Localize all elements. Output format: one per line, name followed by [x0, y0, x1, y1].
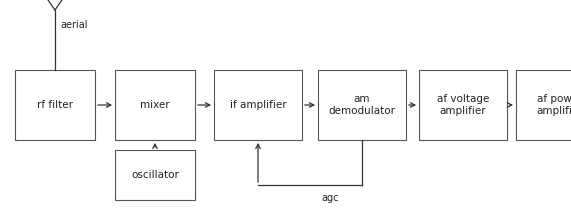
Text: if amplifier: if amplifier: [230, 100, 286, 110]
Bar: [318, 70, 406, 140]
Bar: [15, 70, 95, 140]
Bar: [115, 150, 195, 200]
Text: rf filter: rf filter: [37, 100, 73, 110]
Text: af voltage
amplifier: af voltage amplifier: [437, 94, 489, 116]
Bar: [419, 70, 507, 140]
Bar: [516, 70, 571, 140]
Bar: [214, 70, 302, 140]
Bar: [115, 70, 195, 140]
Text: af power
amplifier: af power amplifier: [537, 94, 571, 116]
Text: am
demodulator: am demodulator: [328, 94, 396, 116]
Text: mixer: mixer: [140, 100, 170, 110]
Text: oscillator: oscillator: [131, 170, 179, 180]
Text: agc: agc: [321, 193, 339, 203]
Text: aerial: aerial: [60, 20, 87, 30]
